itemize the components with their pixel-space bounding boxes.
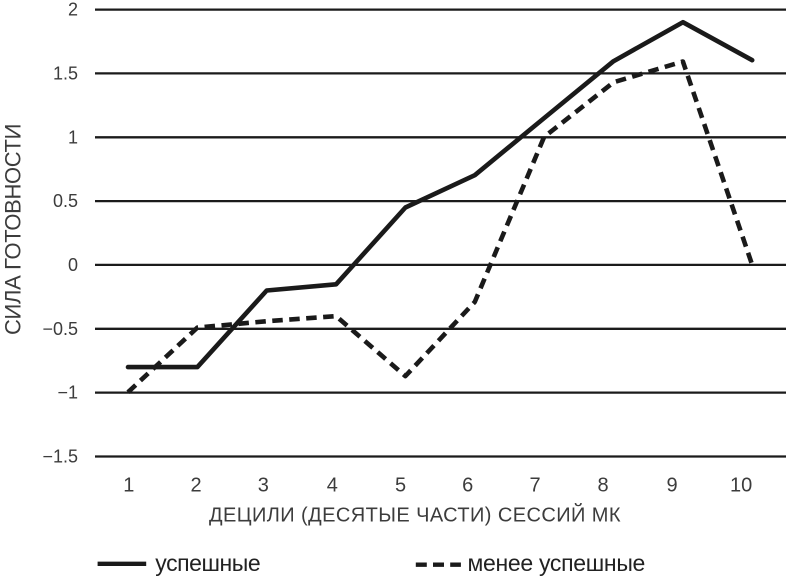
svg-text:2: 2 xyxy=(191,475,202,497)
svg-text:4: 4 xyxy=(327,475,338,497)
svg-text:1.5: 1.5 xyxy=(53,63,78,83)
svg-text:3: 3 xyxy=(258,475,269,497)
svg-text:СИЛА ГОТОВНОСТИ: СИЛА ГОТОВНОСТИ xyxy=(1,124,26,335)
svg-text:0.5: 0.5 xyxy=(53,191,78,211)
svg-text:ДЕЦИЛИ (ДЕСЯТЫЕ ЧАСТИ) СЕССИЙ: ДЕЦИЛИ (ДЕСЯТЫЕ ЧАСТИ) СЕССИЙ МК xyxy=(209,502,621,526)
svg-text:−0.5: −0.5 xyxy=(42,319,78,339)
svg-text:1: 1 xyxy=(68,127,78,147)
svg-text:9: 9 xyxy=(667,475,678,497)
svg-text:6: 6 xyxy=(462,475,473,497)
svg-text:10: 10 xyxy=(730,475,752,497)
svg-text:−1.5: −1.5 xyxy=(42,447,78,467)
svg-text:7: 7 xyxy=(529,475,540,497)
svg-text:0: 0 xyxy=(68,255,78,275)
svg-text:2: 2 xyxy=(68,0,78,20)
svg-text:5: 5 xyxy=(395,475,406,497)
svg-text:менее успешные: менее успешные xyxy=(468,550,646,576)
svg-text:−1: −1 xyxy=(57,383,78,403)
svg-text:успешные: успешные xyxy=(155,550,260,576)
svg-text:8: 8 xyxy=(598,475,609,497)
svg-text:1: 1 xyxy=(123,475,134,497)
